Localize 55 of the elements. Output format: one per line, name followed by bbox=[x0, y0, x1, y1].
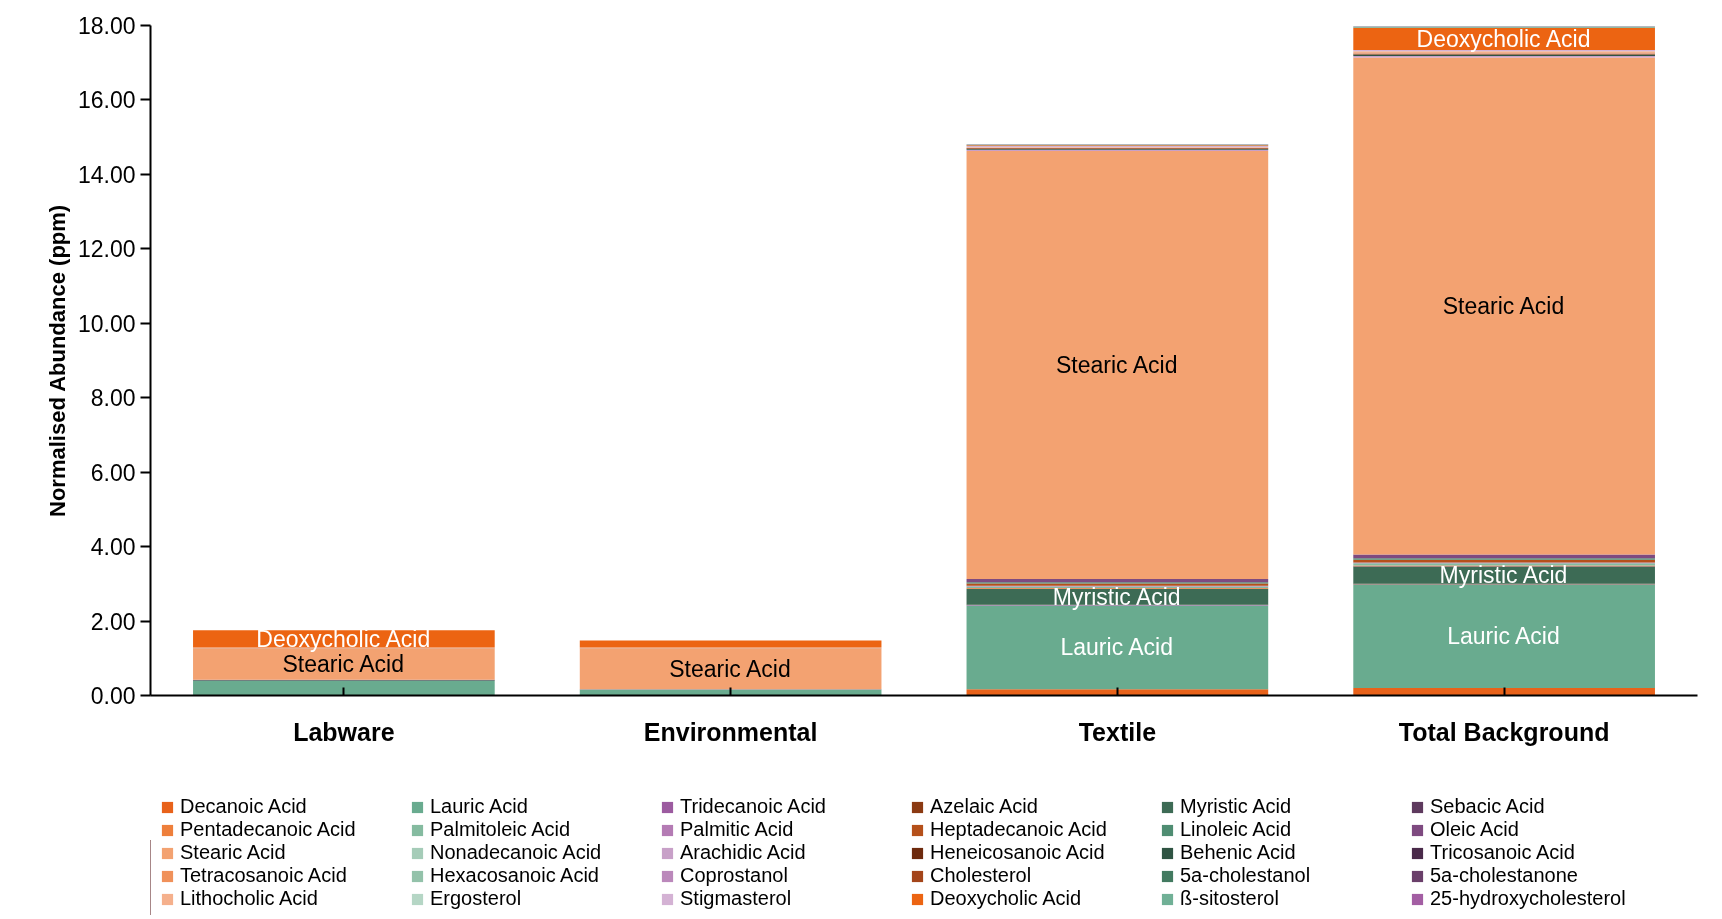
legend-label: Heptadecanoic Acid bbox=[930, 818, 1108, 841]
legend-label: Hexacosanoic Acid bbox=[430, 864, 600, 887]
legend-label: 25-hydroxycholesterol bbox=[1430, 887, 1627, 910]
data-label: Stearic Acid bbox=[1056, 351, 1178, 378]
legend-label: Linoleic Acid bbox=[1180, 818, 1293, 841]
x-tick-label: Total Background bbox=[1398, 717, 1610, 746]
legend-label: Heneicosanoic Acid bbox=[930, 841, 1106, 864]
y-tick-label: 2.00 bbox=[90, 608, 136, 635]
y-tick-label: 12.00 bbox=[77, 236, 136, 263]
data-label: Stearic Acid bbox=[669, 655, 791, 682]
legend-label: Palmitic Acid bbox=[680, 818, 795, 841]
legend-label: Myristic Acid bbox=[1180, 795, 1293, 818]
legend-label: Nonadecanoic Acid bbox=[430, 841, 603, 864]
legend-label: Tricosanoic Acid bbox=[1430, 841, 1576, 864]
data-label: Lauric Acid bbox=[1060, 634, 1173, 661]
legend-label: Decanoic Acid bbox=[180, 795, 308, 818]
data-label: Deoxycholic Acid bbox=[1416, 25, 1591, 52]
y-tick-label: 4.00 bbox=[90, 534, 136, 561]
y-tick-label: 18.00 bbox=[77, 13, 136, 39]
data-label: Lauric Acid bbox=[1447, 623, 1560, 650]
y-tick-label: 0.00 bbox=[90, 683, 136, 709]
data-label: Myristic Acid bbox=[1439, 562, 1568, 589]
legend-label: Lithocholic Acid bbox=[180, 887, 319, 910]
legend-label: Ergosterol bbox=[430, 887, 523, 910]
y-tick-label: 8.00 bbox=[90, 385, 136, 412]
x-tick-label: Environmental bbox=[643, 717, 818, 746]
legend-label: Pentadecanoic Acid bbox=[180, 818, 357, 841]
legend-label: Lauric Acid bbox=[430, 795, 529, 818]
legend-label: Cholesterol bbox=[930, 864, 1033, 887]
legend-label: Coprostanol bbox=[680, 864, 789, 887]
y-axis-title: Normalised Abundance (ppm) bbox=[44, 204, 70, 517]
y-tick-label: 6.00 bbox=[90, 459, 136, 486]
legend-label: ß-sitosterol bbox=[1180, 887, 1280, 910]
x-tick-label: Textile bbox=[1078, 717, 1157, 746]
legend-label: Palmitoleic Acid bbox=[430, 818, 572, 841]
data-label: Deoxycholic Acid bbox=[256, 625, 431, 652]
y-tick-label: 14.00 bbox=[77, 161, 136, 188]
legend-label: Stigmasterol bbox=[680, 887, 793, 910]
x-tick-label: Labware bbox=[293, 717, 395, 746]
legend-label: Deoxycholic Acid bbox=[930, 887, 1083, 910]
y-tick-label: 10.00 bbox=[77, 310, 136, 337]
data-label: Myristic Acid bbox=[1052, 583, 1181, 610]
y-tick-label: 16.00 bbox=[77, 87, 136, 114]
legend-label: Azelaic Acid bbox=[930, 795, 1039, 818]
legend-label: 5a-cholestanol bbox=[1180, 864, 1312, 887]
legend-label: Arachidic Acid bbox=[680, 841, 807, 864]
legend-label: Behenic Acid bbox=[1180, 841, 1297, 864]
legend-label: Sebacic Acid bbox=[1430, 795, 1546, 818]
data-label: Stearic Acid bbox=[282, 651, 404, 678]
legend-label: Stearic Acid bbox=[180, 841, 287, 864]
legend-label: 5a-cholestanone bbox=[1430, 864, 1579, 887]
data-label: Stearic Acid bbox=[1442, 292, 1565, 319]
legend-label: Tetracosanoic Acid bbox=[180, 864, 348, 887]
legend-label: Oleic Acid bbox=[1430, 818, 1520, 841]
legend-label: Tridecanoic Acid bbox=[680, 795, 827, 818]
